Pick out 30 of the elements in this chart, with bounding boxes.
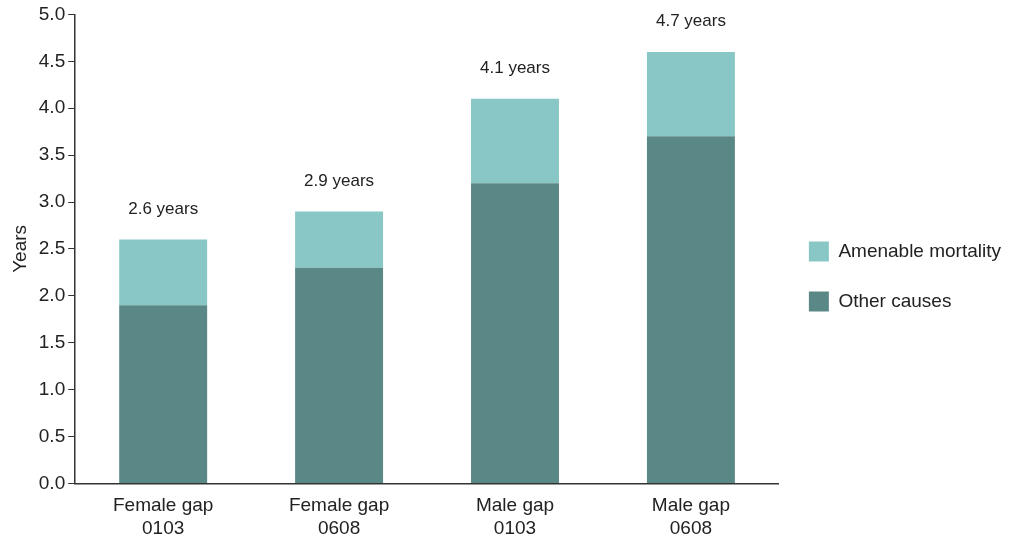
bar (471, 183, 559, 483)
total-label: 2.9 years (304, 170, 375, 190)
x-tick-label: Male gap 0103 (475, 494, 555, 538)
y-tick-label: 3.0 (38, 190, 66, 212)
y-tick-label: 0.5 (38, 424, 66, 446)
bar (646, 136, 735, 483)
y-tick-label: 5.0 (38, 2, 66, 24)
legend-label: Amenable mortality (838, 239, 1002, 261)
y-tick-label: 4.0 (38, 96, 66, 118)
bar (119, 305, 208, 483)
legend-label: Other causes (838, 289, 952, 311)
x-tick-label: Female gap 0103 (113, 494, 214, 538)
bar (295, 267, 384, 483)
total-label: 4.1 years (480, 58, 550, 78)
y-tick-label: 3.5 (38, 143, 66, 165)
y-tick-label: 1.0 (38, 377, 66, 399)
y-tick-label: 4.5 (38, 49, 66, 71)
y-tick-label: 2.0 (38, 284, 66, 306)
y-tick-label: 2.5 (38, 237, 66, 259)
x-tick-label: Female gap 0608 (288, 494, 390, 538)
bar (646, 51, 735, 137)
y-axis-title: Years (8, 224, 30, 273)
bar (119, 239, 208, 306)
bar (471, 98, 559, 184)
total-label: 2.6 years (128, 198, 199, 218)
bar (295, 211, 384, 268)
x-tick-label: Male gap 0608 (651, 494, 731, 538)
total-label: 4.7 years (655, 11, 726, 31)
y-tick-label: 0.0 (38, 471, 66, 493)
y-tick-label: 1.5 (38, 330, 66, 352)
